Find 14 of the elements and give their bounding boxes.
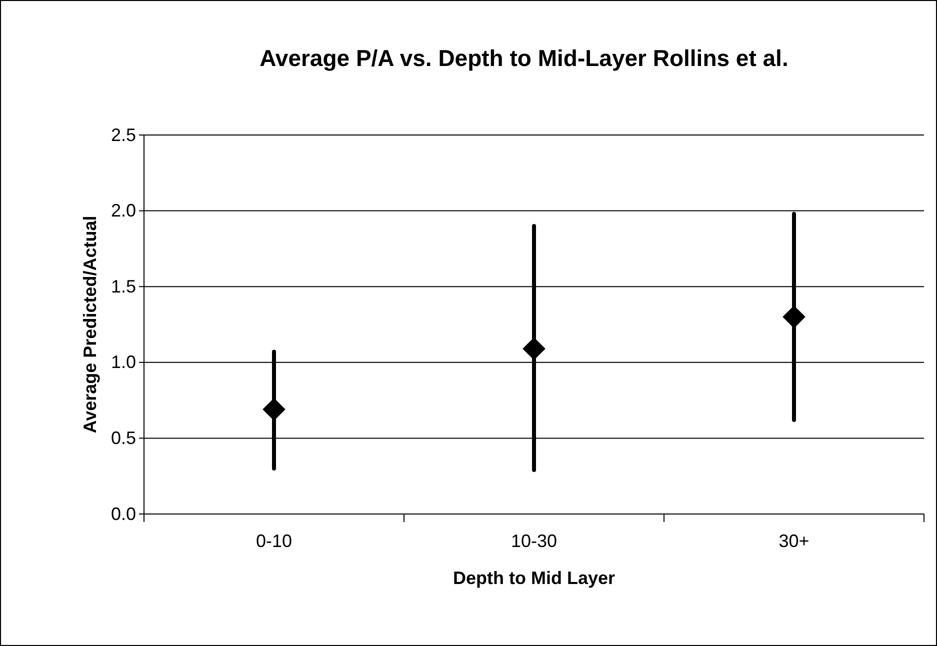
x-tick-label: 0-10 (256, 530, 292, 551)
x-tick-label: 30+ (778, 530, 810, 551)
x-tick-label: 10-30 (510, 530, 558, 551)
y-tick-label: 2.0 (110, 200, 136, 221)
chart-title: Average P/A vs. Depth to Mid-Layer Rollins et al. (260, 45, 788, 71)
y-tick-label: 2.5 (110, 124, 136, 145)
point (522, 337, 546, 360)
x-axis-title: Depth to Mid Layer (452, 568, 616, 588)
y-tick-label: 0.0 (110, 504, 136, 524)
y-tick-label: 0.5 (110, 428, 136, 448)
y-axis-title: Average Predicted/Actual (80, 216, 100, 434)
y-tick-label: 1.5 (110, 276, 136, 296)
point (782, 306, 806, 328)
y-tick-label: 1.0 (110, 352, 136, 372)
